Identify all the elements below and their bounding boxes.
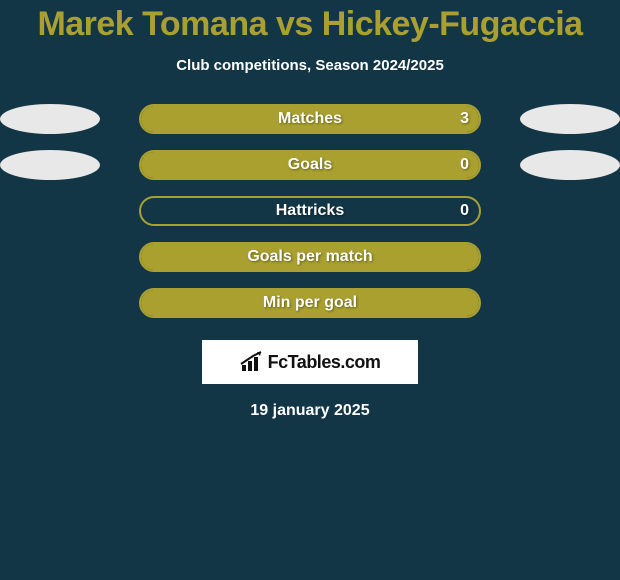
player2-avatar [520, 288, 620, 318]
stat-value-right: 0 [460, 156, 469, 174]
player2-avatar [520, 242, 620, 272]
stat-row: Matches3 [0, 104, 620, 134]
stat-bar: Goals0 [139, 150, 481, 180]
stat-row: Goals0 [0, 150, 620, 180]
stat-bar: Hattricks0 [139, 196, 481, 226]
player1-avatar [0, 196, 100, 226]
stat-label: Min per goal [141, 294, 479, 312]
page-title: Marek Tomana vs Hickey-Fugaccia [37, 6, 582, 43]
stat-row: Hattricks0 [0, 196, 620, 226]
player2-avatar [520, 196, 620, 226]
logo-text: FcTables.com [268, 352, 381, 373]
stat-label: Matches [141, 110, 479, 128]
stat-row: Min per goal [0, 288, 620, 318]
stat-bar: Matches3 [139, 104, 481, 134]
stats-block: Matches3Goals0Hattricks0Goals per matchM… [0, 104, 620, 334]
player1-avatar [0, 242, 100, 272]
stat-label: Hattricks [141, 202, 479, 220]
player1-avatar [0, 288, 100, 318]
player1-avatar [0, 104, 100, 134]
chart-icon [240, 351, 264, 373]
date-label: 19 january 2025 [250, 402, 369, 420]
stat-value-right: 0 [460, 202, 469, 220]
subtitle: Club competitions, Season 2024/2025 [176, 57, 444, 74]
stat-bar: Min per goal [139, 288, 481, 318]
stat-label: Goals per match [141, 248, 479, 266]
stat-label: Goals [141, 156, 479, 174]
player2-avatar [520, 104, 620, 134]
stat-row: Goals per match [0, 242, 620, 272]
stat-value-right: 3 [460, 110, 469, 128]
stat-bar: Goals per match [139, 242, 481, 272]
player1-avatar [0, 150, 100, 180]
player2-avatar [520, 150, 620, 180]
logo-box[interactable]: FcTables.com [202, 340, 418, 384]
